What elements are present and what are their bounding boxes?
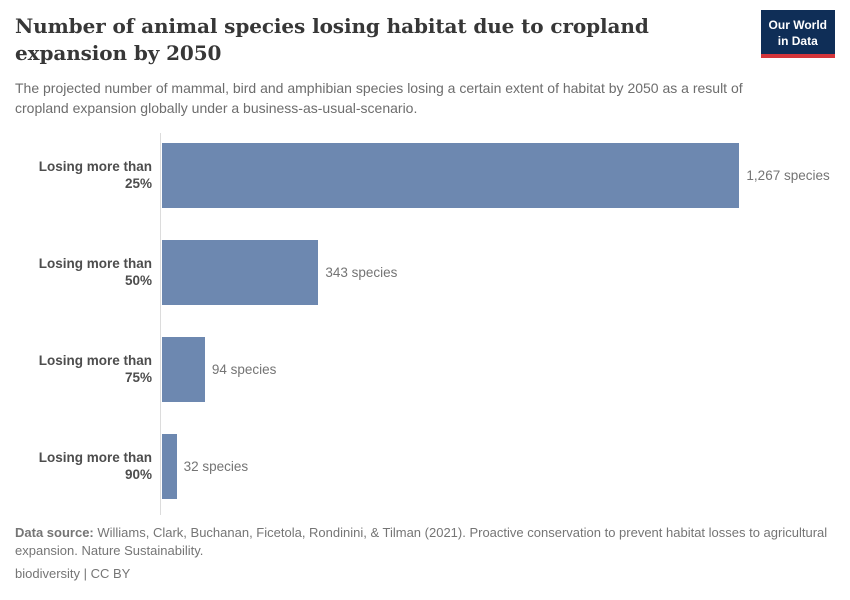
bar-track: 343 species — [161, 224, 835, 321]
value-label: 94 species — [211, 362, 277, 377]
category-label: Losing more than 25% — [38, 159, 152, 191]
value-label: 32 species — [183, 459, 249, 474]
bar-chart: Losing more than 25% 1,267 species Losin… — [15, 127, 835, 515]
data-source-text: Williams, Clark, Buchanan, Ficetola, Ron… — [15, 525, 828, 559]
bar-row: Losing more than 50% 343 species — [15, 224, 835, 321]
bar — [162, 337, 205, 402]
bar-rows: Losing more than 25% 1,267 species Losin… — [15, 127, 835, 515]
bar — [162, 143, 740, 208]
y-axis-line — [160, 133, 161, 515]
bar-track: 94 species — [161, 321, 835, 418]
bar-row: Losing more than 25% 1,267 species — [15, 127, 835, 224]
value-label: 343 species — [325, 265, 398, 280]
data-source-label: Data source: — [15, 525, 94, 540]
license-note: biodiversity | CC BY — [15, 565, 131, 581]
bar-row: Losing more than 90% 32 species — [15, 418, 835, 515]
owid-logo-line1: Our World — [768, 18, 827, 32]
bar-row: Losing more than 75% 94 species — [15, 321, 835, 418]
chart-subtitle: The projected number of mammal, bird and… — [15, 80, 743, 117]
owid-logo: Our World in Data — [760, 10, 835, 59]
value-label: 1,267 species — [746, 168, 830, 183]
bar — [162, 434, 177, 499]
page-title: Number of animal species losing habitat … — [15, 14, 649, 65]
chart-footer: Data source: Williams, Clark, Buchanan, … — [15, 524, 835, 583]
bar-track: 32 species — [161, 418, 835, 515]
bar — [162, 240, 319, 305]
data-source-note: Data source: Williams, Clark, Buchanan, … — [15, 524, 835, 561]
owid-logo-line2: in Data — [777, 33, 818, 48]
chart-header: Number of animal species losing habitat … — [0, 0, 850, 119]
bar-track: 1,267 species — [161, 127, 835, 224]
category-label: Losing more than 75% — [38, 353, 152, 385]
category-label: Losing more than 90% — [38, 450, 152, 482]
category-label: Losing more than 50% — [38, 256, 152, 288]
